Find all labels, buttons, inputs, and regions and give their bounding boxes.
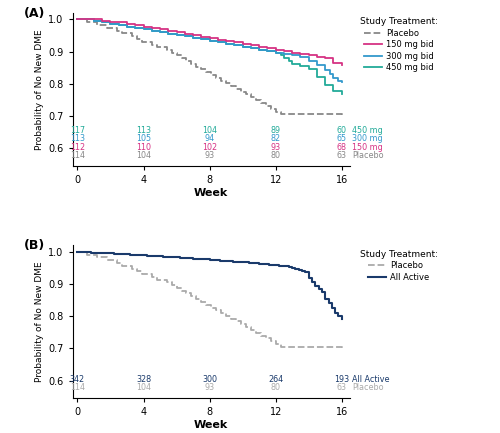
X-axis label: Week: Week — [194, 188, 228, 198]
Text: All Active: All Active — [352, 375, 390, 384]
Text: 93: 93 — [204, 151, 214, 160]
Text: 114: 114 — [70, 384, 85, 392]
Text: 60: 60 — [336, 126, 346, 135]
Text: Placebo: Placebo — [352, 384, 384, 392]
Text: 63: 63 — [336, 151, 346, 160]
Text: 300 mg: 300 mg — [352, 134, 383, 143]
Y-axis label: Probability of No New DME: Probability of No New DME — [35, 29, 44, 150]
Text: (B): (B) — [24, 239, 45, 252]
Legend: Placebo, 150 mg bid, 300 mg bid, 450 mg bid: Placebo, 150 mg bid, 300 mg bid, 450 mg … — [360, 17, 438, 72]
Text: 80: 80 — [270, 384, 280, 392]
Text: 105: 105 — [136, 134, 151, 143]
Y-axis label: Probability of No New DME: Probability of No New DME — [35, 262, 44, 382]
Text: 82: 82 — [270, 134, 280, 143]
Text: 65: 65 — [336, 134, 347, 143]
Text: 342: 342 — [70, 375, 85, 384]
Legend: Placebo, All Active: Placebo, All Active — [360, 249, 438, 281]
Text: 110: 110 — [136, 142, 151, 152]
Text: 112: 112 — [70, 142, 85, 152]
Text: 102: 102 — [202, 142, 217, 152]
Text: 328: 328 — [136, 375, 151, 384]
Text: 193: 193 — [334, 375, 349, 384]
Text: 68: 68 — [336, 142, 346, 152]
Text: 300: 300 — [202, 375, 217, 384]
Text: 264: 264 — [268, 375, 283, 384]
Text: 93: 93 — [270, 142, 280, 152]
Text: Placebo: Placebo — [352, 151, 384, 160]
Text: 113: 113 — [136, 126, 151, 135]
Text: 63: 63 — [336, 384, 346, 392]
Text: 80: 80 — [270, 151, 280, 160]
Text: 89: 89 — [270, 126, 280, 135]
Text: 113: 113 — [70, 134, 85, 143]
Text: 150 mg: 150 mg — [352, 142, 383, 152]
X-axis label: Week: Week — [194, 420, 228, 430]
Text: 114: 114 — [70, 151, 85, 160]
Text: 94: 94 — [204, 134, 214, 143]
Text: 104: 104 — [136, 384, 151, 392]
Text: 93: 93 — [204, 384, 214, 392]
Text: 104: 104 — [136, 151, 151, 160]
Text: 104: 104 — [202, 126, 217, 135]
Text: (A): (A) — [24, 7, 46, 20]
Text: 450 mg: 450 mg — [352, 126, 383, 135]
Text: 117: 117 — [70, 126, 85, 135]
